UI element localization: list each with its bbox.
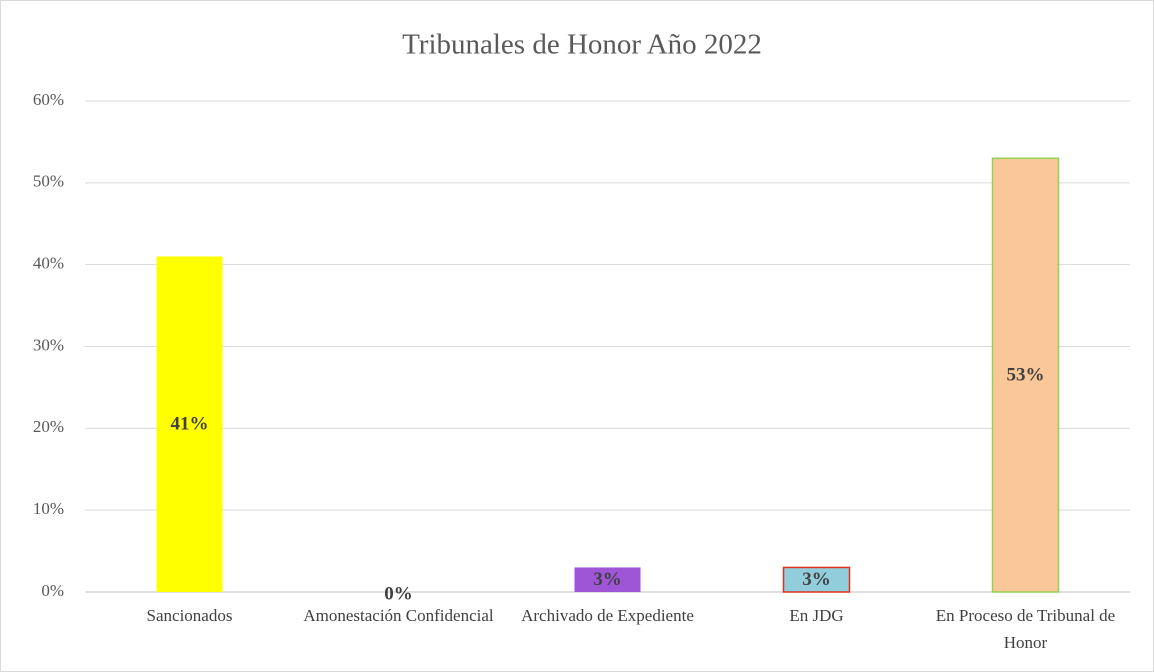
bar xyxy=(156,256,223,592)
y-tick-label: 0% xyxy=(41,581,64,600)
y-tick-label: 60% xyxy=(33,90,64,109)
x-tick-label: Amonestación Confidencial xyxy=(303,606,494,625)
y-tick-label: 30% xyxy=(33,335,64,354)
y-tick-label: 10% xyxy=(33,499,64,518)
y-tick-label: 50% xyxy=(33,172,64,191)
x-tick-label: Sancionados xyxy=(146,606,233,625)
bar xyxy=(991,157,1060,593)
x-tick-label: En JDG xyxy=(789,606,844,625)
data-label: 3% xyxy=(802,569,831,590)
data-label: 53% xyxy=(1007,365,1045,386)
data-label: 0% xyxy=(384,583,413,604)
y-tick-label: 40% xyxy=(33,254,64,273)
bar xyxy=(574,567,641,592)
y-tick-label: 20% xyxy=(33,417,64,436)
bar xyxy=(782,566,851,593)
x-tick-label: En Proceso de Tribunal de Honor xyxy=(935,606,1116,652)
data-label: 3% xyxy=(593,569,622,590)
chart-title: Tribunales de Honor Año 2022 xyxy=(402,29,762,61)
x-tick-label: Archivado de Expediente xyxy=(521,606,694,625)
data-label: 41% xyxy=(171,414,209,435)
